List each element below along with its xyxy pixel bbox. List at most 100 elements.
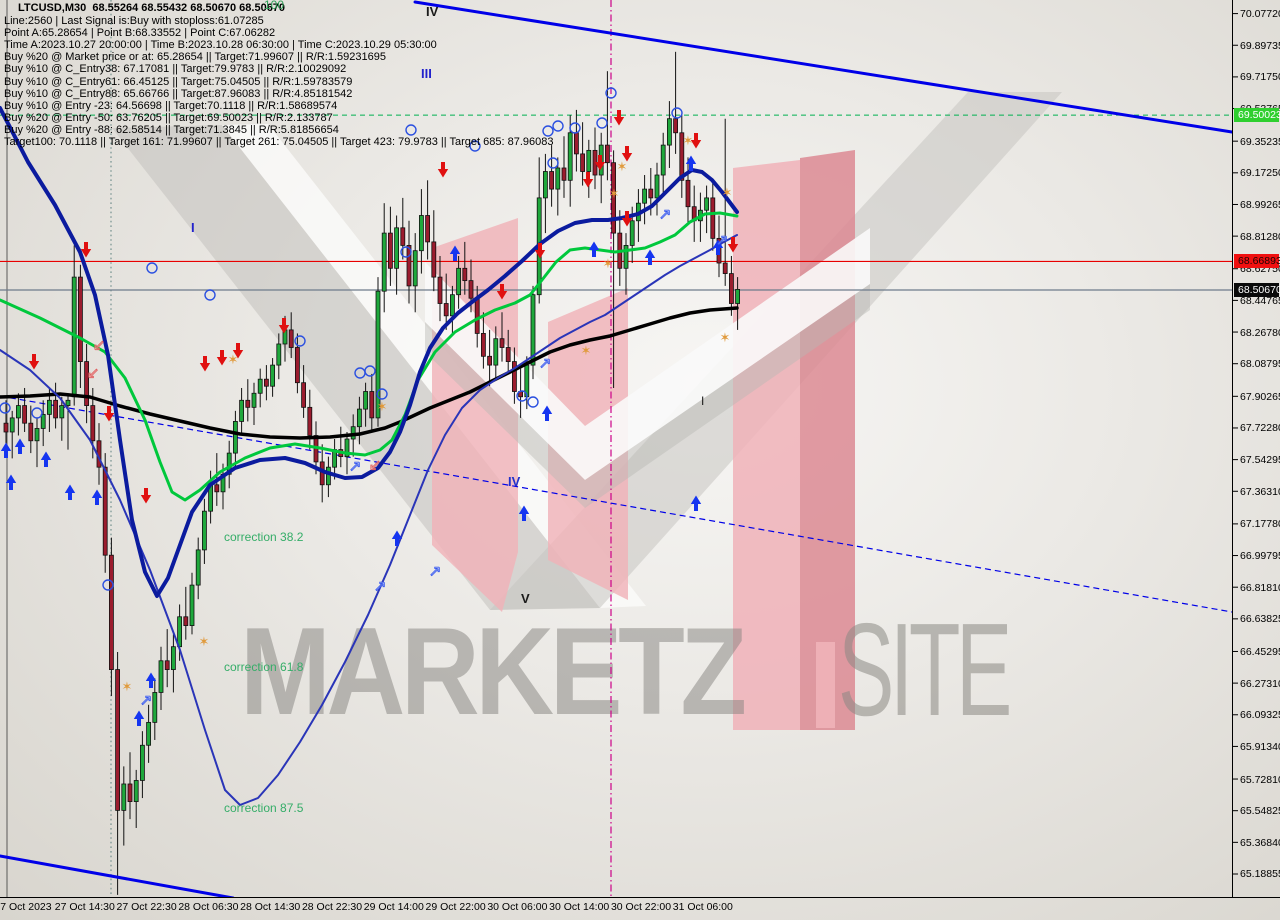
- hollow-up-arrow-icon: ↗: [659, 206, 672, 223]
- candle-up: [530, 294, 536, 366]
- price-axis[interactable]: 70.0772069.8973569.7175069.5376569.35235…: [1233, 0, 1280, 897]
- candle-down: [263, 378, 269, 387]
- mid-dashed[interactable]: [0, 395, 1232, 613]
- candle-down: [673, 118, 678, 134]
- price-tick-label: 67.90265: [1240, 390, 1280, 403]
- wave-label: IV: [426, 4, 439, 19]
- candle-up: [629, 220, 635, 246]
- hollow-up-arrow-icon: ↗: [374, 578, 387, 595]
- candle-up: [735, 289, 740, 304]
- candle-up: [189, 584, 195, 626]
- hollow-up-arrow-icon: ↗: [716, 232, 729, 249]
- candle-up: [270, 364, 276, 387]
- price-tick-label: 70.07720: [1240, 8, 1280, 21]
- candle-down: [307, 406, 313, 436]
- entry-circle-icon: [102, 579, 114, 591]
- entry-circle-icon: [542, 125, 554, 137]
- entry-circle-icon: [31, 407, 43, 419]
- candle-down: [512, 361, 517, 392]
- star-icon: ✶: [722, 185, 733, 200]
- info-line: Time A:2023.10.27 20:00:00 | Time B:2023…: [4, 39, 437, 52]
- candle-down: [28, 422, 34, 442]
- info-line: Buy %20 @ Market price or at: 65.28654 |…: [4, 51, 386, 64]
- candle-up: [47, 399, 52, 415]
- candle-down: [722, 262, 728, 274]
- entry-circle-icon: [204, 289, 216, 301]
- candle-down: [605, 144, 610, 164]
- sell-arrow-icon: [621, 146, 633, 162]
- sell-arrow-icon: [496, 284, 508, 300]
- correction-label: correction 38.2: [224, 530, 304, 544]
- entry-circle-icon: [596, 117, 608, 129]
- sell-arrow-icon: [437, 162, 449, 178]
- time-tick-label: 29 Oct 14:00: [363, 901, 424, 913]
- hollow-down-arrow-icon: ↙: [93, 337, 106, 354]
- candle-up: [493, 338, 499, 366]
- wave-label: I: [191, 220, 195, 235]
- ma-navy-thick: [0, 106, 739, 598]
- sell-arrow-icon: [582, 172, 594, 188]
- upper-channel[interactable]: [413, 0, 1232, 134]
- candle-down: [505, 347, 511, 362]
- candle-down: [710, 197, 716, 239]
- candle-up: [177, 616, 183, 648]
- candle-up: [642, 188, 647, 204]
- hollow-up-arrow-icon: ↗: [539, 355, 552, 372]
- buy-arrow-icon: [449, 245, 461, 261]
- price-tick-label: 66.81810: [1240, 581, 1280, 594]
- info-line: LTCUSD,M30 68.55264 68.55432 68.50670 68…: [18, 2, 286, 14]
- candle-up: [9, 417, 15, 433]
- price-badge: 68.66893: [1234, 254, 1280, 269]
- price-tick-label: 69.71750: [1240, 71, 1280, 84]
- entry-circle-icon: [569, 122, 581, 134]
- candle-up: [65, 399, 71, 406]
- candle-down: [115, 669, 120, 811]
- candle-up: [232, 421, 238, 454]
- buy-arrow-icon: [133, 710, 145, 726]
- plot-area[interactable]: ✶ ✶ ✶ ✶ ✶ ✶ ✶ ✶ ✶ ✶ ✶ ↗ ↗ ↗ ↗ ↗ ↗ ↗ ↙ ↙ ↙: [0, 0, 1232, 898]
- time-axis[interactable]: 27 Oct 2023 27 Oct 14:30 27 Oct 22:30 28 Oc…: [0, 898, 1280, 920]
- buy-arrow-icon: [391, 530, 403, 546]
- candle-up: [152, 692, 158, 723]
- star-icon: ✶: [377, 399, 388, 414]
- correction-label: correction 61.8: [224, 660, 304, 674]
- candle-down: [648, 188, 654, 199]
- candle-down: [443, 303, 449, 317]
- candle-down: [3, 422, 9, 433]
- price-tick-label: 67.54295: [1240, 454, 1280, 467]
- candle-down: [387, 232, 393, 269]
- price-tick-label: 65.72810: [1240, 773, 1280, 786]
- time-tick-label: 30 Oct 14:00: [549, 901, 610, 913]
- candle-up: [276, 343, 282, 366]
- candle-up: [567, 132, 573, 181]
- buy-arrow-icon: [685, 155, 697, 171]
- candle-down: [561, 167, 567, 181]
- price-badge: 69.50023: [1234, 108, 1280, 123]
- sell-arrow-icon: [278, 318, 290, 334]
- star-icon: ✶: [603, 256, 614, 271]
- candle-down: [406, 245, 412, 287]
- sell-arrow-icon: [727, 237, 739, 253]
- buy-arrow-icon: [712, 239, 724, 255]
- buy-arrow-icon: [0, 442, 12, 458]
- candle-down: [214, 484, 220, 493]
- price-tick-label: 69.89735: [1240, 39, 1280, 52]
- lower-channel[interactable]: [0, 854, 235, 898]
- time-tick-label: 28 Oct 14:30: [240, 901, 301, 913]
- candle-down: [109, 554, 114, 670]
- candle-down: [729, 273, 734, 304]
- candle-up: [257, 378, 263, 394]
- hollow-down-arrow-icon: ↙: [369, 457, 382, 474]
- entry-circle-icon: [354, 367, 366, 379]
- candle-down: [431, 241, 437, 278]
- price-tick-label: 66.99795: [1240, 550, 1280, 563]
- sell-arrow-icon: [613, 110, 625, 126]
- info-line: Buy %20 @ Entry -50: 63.76205 || Target:…: [4, 111, 333, 124]
- price-tick-label: 68.99265: [1240, 198, 1280, 211]
- entry-circle-icon: [146, 262, 158, 274]
- buy-arrow-icon: [690, 495, 702, 511]
- candle-up: [654, 174, 660, 199]
- price-tick-label: 67.72280: [1240, 422, 1280, 435]
- price-tick-label: 65.91340: [1240, 740, 1280, 753]
